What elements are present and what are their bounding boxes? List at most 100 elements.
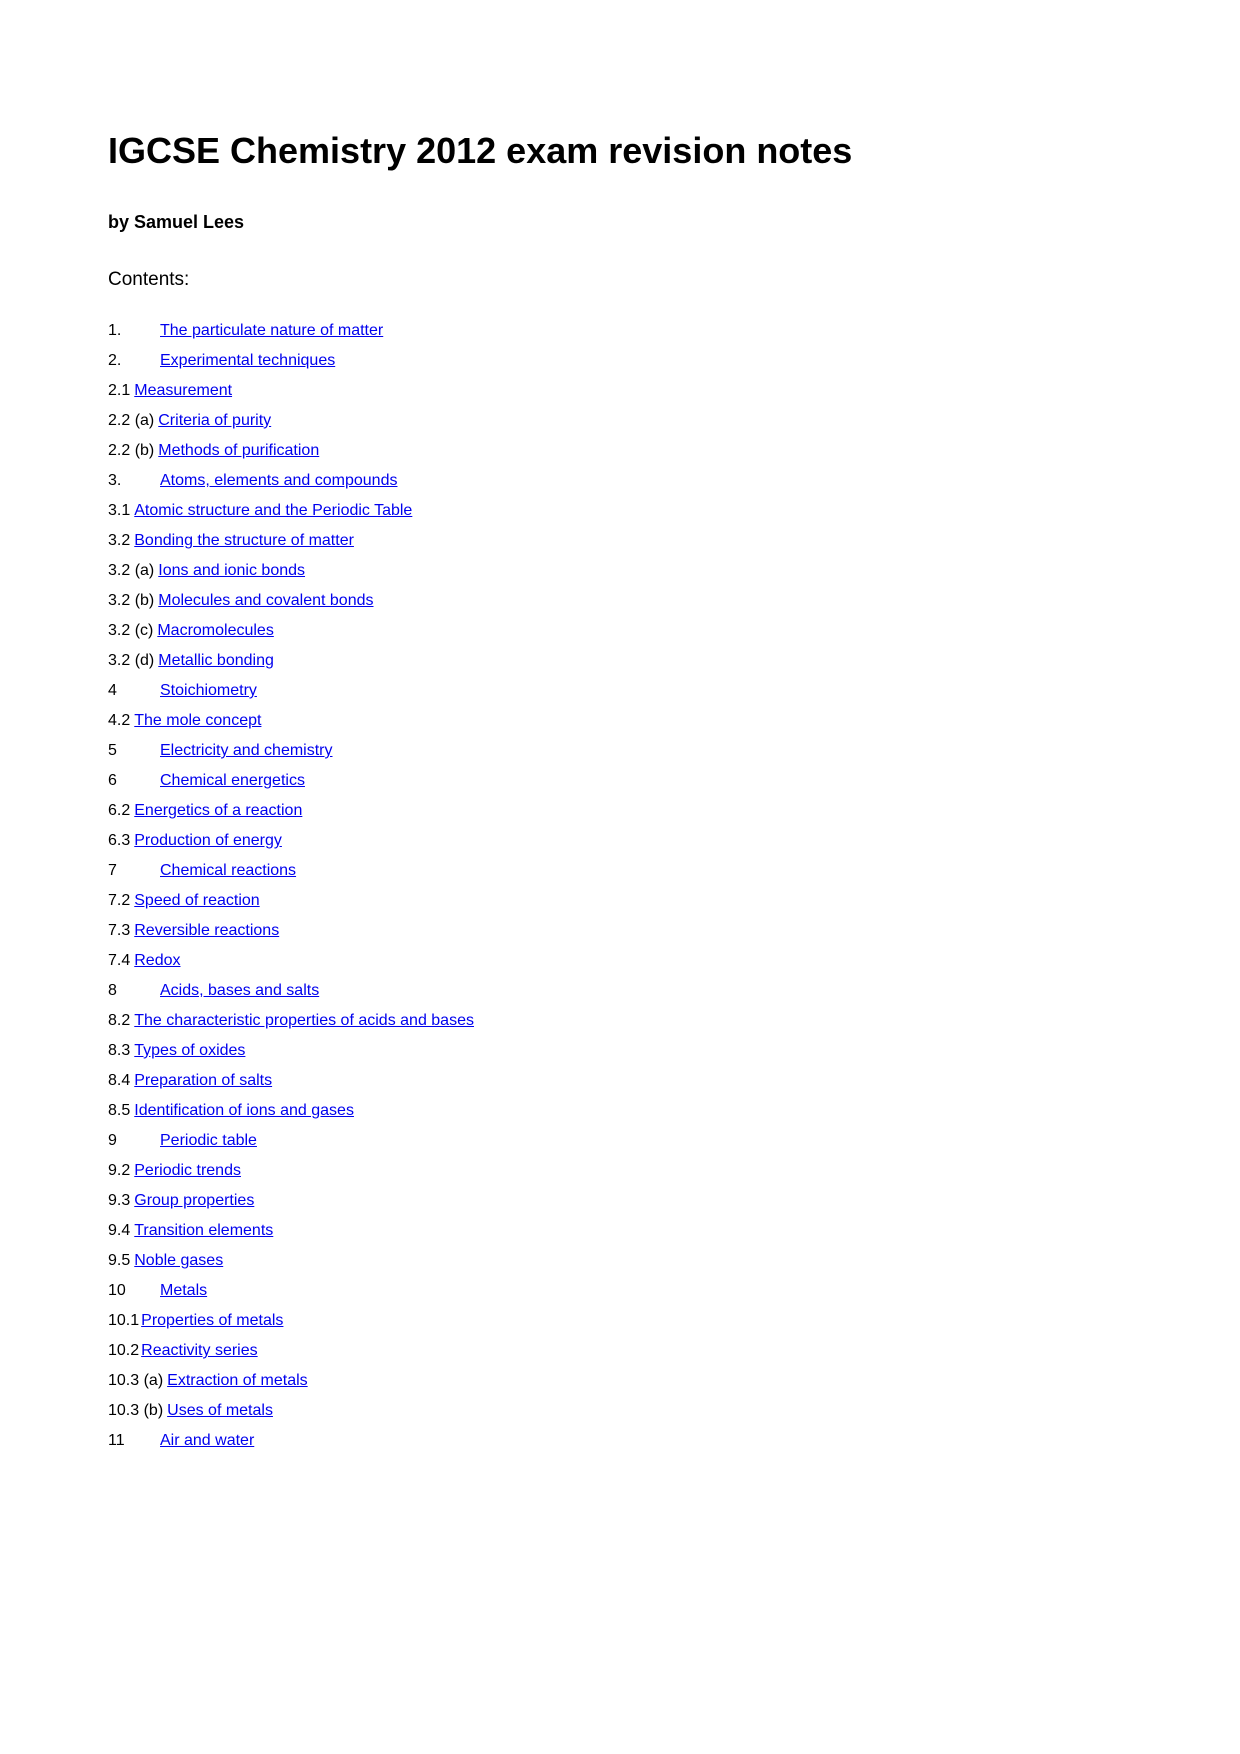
- toc-number: 10.1: [108, 1313, 139, 1329]
- toc-number: 6: [108, 773, 160, 789]
- toc-number: 2.2 (a): [108, 413, 154, 429]
- toc-link[interactable]: Measurement: [134, 383, 232, 399]
- toc-item: 3.1 Atomic structure and the Periodic Ta…: [108, 503, 1132, 519]
- toc-link[interactable]: Group properties: [134, 1193, 254, 1209]
- toc-link[interactable]: Stoichiometry: [160, 683, 257, 699]
- toc-item: 3.2 (b) Molecules and covalent bonds: [108, 593, 1132, 609]
- toc-item: 8.3 Types of oxides: [108, 1043, 1132, 1059]
- toc-link[interactable]: Air and water: [160, 1433, 254, 1449]
- toc-number: 8.4: [108, 1073, 130, 1089]
- toc-number: 2.: [108, 353, 160, 369]
- toc-number: 9: [108, 1133, 160, 1149]
- toc-link[interactable]: Metals: [160, 1283, 207, 1299]
- toc-number: 8: [108, 983, 160, 999]
- toc-item: 3.2 (c) Macromolecules: [108, 623, 1132, 639]
- toc-item: 9 Periodic table: [108, 1133, 1132, 1149]
- toc-item: 5 Electricity and chemistry: [108, 743, 1132, 759]
- toc-link[interactable]: Reactivity series: [141, 1343, 257, 1359]
- toc-number: 3.2: [108, 533, 130, 549]
- toc-link[interactable]: Periodic trends: [134, 1163, 241, 1179]
- toc-number: 2.2 (b): [108, 443, 154, 459]
- toc-link[interactable]: Noble gases: [134, 1253, 223, 1269]
- toc-number: 7.4: [108, 953, 130, 969]
- toc-item: 9.2 Periodic trends: [108, 1163, 1132, 1179]
- toc-link[interactable]: The mole concept: [134, 713, 261, 729]
- toc-number: 1.: [108, 323, 160, 339]
- toc-item: 1. The particulate nature of matter: [108, 323, 1132, 339]
- toc-item: 11 Air and water: [108, 1433, 1132, 1449]
- toc-item: 6 Chemical energetics: [108, 773, 1132, 789]
- toc-link[interactable]: Periodic table: [160, 1133, 257, 1149]
- toc-link[interactable]: Experimental techniques: [160, 353, 335, 369]
- toc-item: 6.2 Energetics of a reaction: [108, 803, 1132, 819]
- toc-item: 7.3 Reversible reactions: [108, 923, 1132, 939]
- toc-link[interactable]: The characteristic properties of acids a…: [134, 1013, 474, 1029]
- toc-item: 8 Acids, bases and salts: [108, 983, 1132, 999]
- toc-item: 8.4 Preparation of salts: [108, 1073, 1132, 1089]
- toc-number: 4: [108, 683, 160, 699]
- toc-number: 10.3 (a): [108, 1373, 163, 1389]
- toc-item: 2.2 (a) Criteria of purity: [108, 413, 1132, 429]
- toc-item: 7.2 Speed of reaction: [108, 893, 1132, 909]
- toc-number: 3.: [108, 473, 160, 489]
- toc-item: 8.2 The characteristic properties of aci…: [108, 1013, 1132, 1029]
- toc-item: 3.2 Bonding the structure of matter: [108, 533, 1132, 549]
- toc-link[interactable]: Properties of metals: [141, 1313, 283, 1329]
- toc-link[interactable]: Uses of metals: [167, 1403, 273, 1419]
- toc-link[interactable]: Acids, bases and salts: [160, 983, 319, 999]
- toc-link[interactable]: Criteria of purity: [158, 413, 271, 429]
- toc-number: 9.2: [108, 1163, 130, 1179]
- toc-item: 2.2 (b) Methods of purification: [108, 443, 1132, 459]
- toc-number: 11: [108, 1433, 160, 1449]
- toc-item: 10.1 Properties of metals: [108, 1313, 1132, 1329]
- toc-item: 6.3 Production of energy: [108, 833, 1132, 849]
- toc-link[interactable]: Ions and ionic bonds: [158, 563, 305, 579]
- toc-number: 8.5: [108, 1103, 130, 1119]
- toc-number: 8.3: [108, 1043, 130, 1059]
- toc-link[interactable]: Speed of reaction: [134, 893, 259, 909]
- toc-link[interactable]: Chemical energetics: [160, 773, 305, 789]
- toc-number: 3.2 (d): [108, 653, 154, 669]
- toc-item: 9.4 Transition elements: [108, 1223, 1132, 1239]
- toc-link[interactable]: The particulate nature of matter: [160, 323, 383, 339]
- toc-link[interactable]: Identification of ions and gases: [134, 1103, 354, 1119]
- toc-number: 3.1: [108, 503, 130, 519]
- toc-link[interactable]: Transition elements: [134, 1223, 273, 1239]
- toc-link[interactable]: Extraction of metals: [167, 1373, 308, 1389]
- toc-item: 2. Experimental techniques: [108, 353, 1132, 369]
- toc-number: 9.3: [108, 1193, 130, 1209]
- toc-link[interactable]: Methods of purification: [158, 443, 319, 459]
- toc-link[interactable]: Electricity and chemistry: [160, 743, 333, 759]
- toc-link[interactable]: Atomic structure and the Periodic Table: [134, 503, 412, 519]
- toc-number: 3.2 (b): [108, 593, 154, 609]
- toc-number: 10.2: [108, 1343, 139, 1359]
- toc-number: 8.2: [108, 1013, 130, 1029]
- toc-link[interactable]: Metallic bonding: [158, 653, 274, 669]
- toc-link[interactable]: Reversible reactions: [134, 923, 279, 939]
- toc-number: 9.5: [108, 1253, 130, 1269]
- toc-item: 2.1 Measurement: [108, 383, 1132, 399]
- toc-link[interactable]: Macromolecules: [157, 623, 273, 639]
- toc-link[interactable]: Types of oxides: [134, 1043, 245, 1059]
- toc-link[interactable]: Atoms, elements and compounds: [160, 473, 397, 489]
- toc-link[interactable]: Bonding the structure of matter: [134, 533, 354, 549]
- toc-link[interactable]: Redox: [134, 953, 180, 969]
- toc-item: 9.3 Group properties: [108, 1193, 1132, 1209]
- toc-link[interactable]: Energetics of a reaction: [134, 803, 302, 819]
- toc-number: 6.3: [108, 833, 130, 849]
- toc-number: 7.3: [108, 923, 130, 939]
- toc-number: 3.2 (a): [108, 563, 154, 579]
- toc-link[interactable]: Production of energy: [134, 833, 282, 849]
- toc-item: 10.3 (a) Extraction of metals: [108, 1373, 1132, 1389]
- toc-number: 10.3 (b): [108, 1403, 163, 1419]
- toc-number: 10: [108, 1283, 160, 1299]
- table-of-contents: 1. The particulate nature of matter2. Ex…: [108, 323, 1132, 1449]
- toc-link[interactable]: Chemical reactions: [160, 863, 296, 879]
- toc-item: 3. Atoms, elements and compounds: [108, 473, 1132, 489]
- toc-number: 7.2: [108, 893, 130, 909]
- toc-item: 7 Chemical reactions: [108, 863, 1132, 879]
- toc-link[interactable]: Preparation of salts: [134, 1073, 272, 1089]
- toc-item: 3.2 (d) Metallic bonding: [108, 653, 1132, 669]
- toc-item: 7.4 Redox: [108, 953, 1132, 969]
- toc-link[interactable]: Molecules and covalent bonds: [158, 593, 373, 609]
